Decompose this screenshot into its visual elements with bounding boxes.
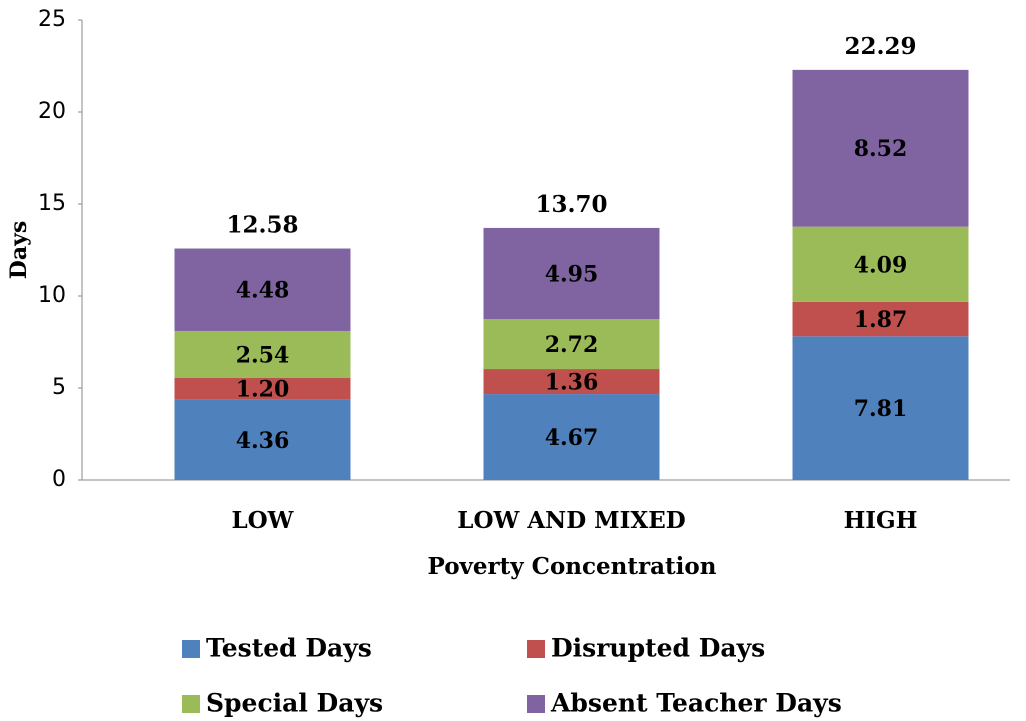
data-label: 4.48 — [236, 278, 290, 304]
total-label: 12.58 — [226, 212, 298, 239]
legend-swatch — [527, 695, 545, 713]
total-label: 22.29 — [844, 33, 916, 60]
x-axis-title: Poverty Concentration — [428, 553, 717, 580]
total-label: 13.70 — [535, 191, 607, 218]
legend-label: Special Days — [206, 689, 383, 718]
y-tick-label: 10 — [38, 283, 66, 308]
bar-segment — [792, 301, 969, 337]
data-label: 1.20 — [236, 377, 290, 403]
data-label: 1.36 — [545, 370, 599, 396]
bar-segment — [792, 336, 969, 480]
bar-segment — [483, 319, 660, 370]
y-tick-label: 25 — [38, 7, 66, 32]
legend-label: Tested Days — [206, 634, 372, 663]
data-label: 4.36 — [236, 428, 290, 454]
bar-segment — [174, 248, 351, 331]
data-label: 7.81 — [854, 396, 908, 422]
data-label: 1.87 — [854, 307, 908, 333]
data-label: 2.72 — [545, 332, 599, 358]
data-label: 8.52 — [854, 136, 908, 162]
legend-swatch — [182, 695, 200, 713]
bar-segment — [174, 377, 351, 400]
data-label: 2.54 — [236, 342, 290, 368]
legend-label: Absent Teacher Days — [550, 689, 842, 718]
x-tick-label: LOW AND MIXED — [457, 507, 685, 534]
y-axis-title: Days — [6, 221, 32, 280]
data-label: 4.95 — [545, 261, 599, 287]
bar-segment — [792, 69, 969, 227]
bar-segment — [792, 226, 969, 302]
y-tick-label: 5 — [52, 375, 66, 400]
bar-segment — [483, 227, 660, 319]
data-label: 4.09 — [854, 252, 908, 278]
bar-segment — [483, 394, 660, 480]
y-tick-label: 15 — [38, 191, 66, 216]
x-tick-label: LOW — [231, 507, 294, 534]
x-tick-label: HIGH — [844, 507, 918, 534]
bar-segment — [174, 399, 351, 480]
bar-segment — [174, 330, 351, 378]
legend-swatch — [182, 640, 200, 658]
data-label: 4.67 — [545, 425, 599, 451]
y-tick-label: 0 — [52, 467, 66, 492]
y-tick-label: 20 — [38, 99, 66, 124]
bar-segment — [483, 369, 660, 395]
legend-label: Disrupted Days — [551, 634, 765, 663]
legend-swatch — [527, 640, 545, 658]
